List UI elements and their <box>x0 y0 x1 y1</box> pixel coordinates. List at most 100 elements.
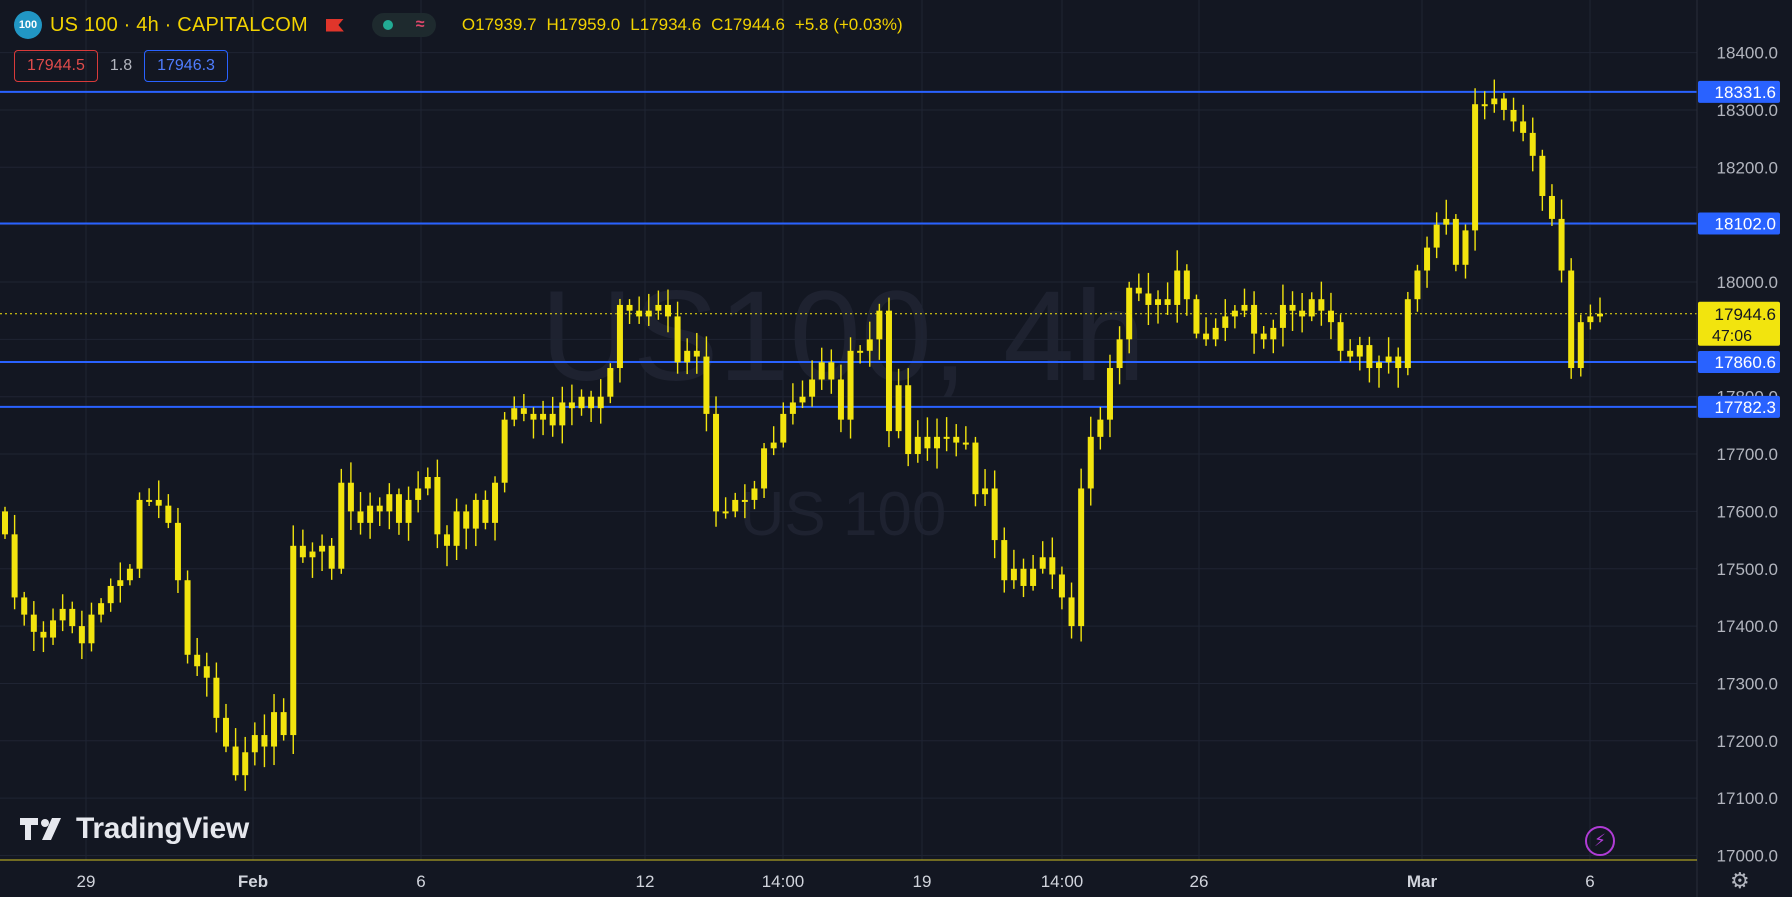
candles <box>2 79 1603 791</box>
candle-body <box>415 488 422 500</box>
level-tag <box>1698 212 1780 235</box>
candle-body <box>809 379 816 397</box>
candle-body <box>1164 299 1171 305</box>
sell-button[interactable]: 17944.5 <box>14 50 98 82</box>
candle-body <box>1539 155 1546 196</box>
candle-body <box>914 436 921 455</box>
candle-body <box>1587 316 1594 323</box>
candle-body <box>1443 218 1450 225</box>
candle-body <box>1481 104 1488 107</box>
candle-body <box>1404 299 1411 369</box>
candle-body <box>395 494 402 523</box>
candle-body <box>482 499 489 523</box>
candle-body <box>1106 368 1113 420</box>
flag-icon[interactable] <box>325 18 344 32</box>
candle-body <box>434 476 441 535</box>
candle-body <box>732 499 739 512</box>
candle-body <box>866 339 873 351</box>
price-tick-label: 17500.0 <box>1717 560 1778 579</box>
candle-body <box>799 396 806 403</box>
ohlc-low: L17934.6 <box>630 15 702 34</box>
candle-body <box>1385 356 1392 363</box>
time-tick-label: 26 <box>1190 872 1209 891</box>
symbol-title[interactable]: US 100 · 4h · CAPITALCOM <box>50 13 308 36</box>
spread-value: 1.8 <box>109 57 133 74</box>
candle-body <box>1116 339 1123 369</box>
candle-body <box>664 304 671 317</box>
candle-body <box>213 677 220 718</box>
candle-body <box>1424 247 1431 271</box>
candle-body <box>789 402 796 414</box>
candle-body <box>1251 304 1258 334</box>
candle-body <box>1366 345 1373 369</box>
candle-body <box>741 499 748 502</box>
candle-body <box>107 585 114 604</box>
current-price-tag <box>1698 301 1780 346</box>
candle-body <box>1049 557 1056 575</box>
candle-body <box>242 752 249 776</box>
candle-body <box>674 316 681 363</box>
candle-body <box>934 436 941 449</box>
candle-body <box>1030 568 1037 586</box>
candle-body <box>1212 327 1219 340</box>
candle-body <box>895 385 902 432</box>
time-axis[interactable]: 29 Feb 6 12 14:00 19 14:00 26 Mar 6 <box>0 859 1697 891</box>
candle-body <box>1289 304 1296 311</box>
candle-body <box>1414 270 1421 300</box>
candle-body <box>146 499 153 502</box>
settings-icon[interactable]: ⚙ <box>1730 868 1750 893</box>
candle-body <box>1568 270 1575 369</box>
candle-body <box>924 436 931 449</box>
candle-body <box>2 511 8 535</box>
candle-body <box>367 505 374 523</box>
candle-body <box>1347 350 1354 357</box>
candle-body <box>1203 333 1210 340</box>
candle-body <box>943 436 950 439</box>
candle-body <box>357 511 364 523</box>
candle-body <box>684 350 691 363</box>
symbol-badge[interactable]: 100 <box>14 11 42 39</box>
candle-body <box>780 413 787 443</box>
lightning-icon[interactable]: ⚡ <box>1585 826 1615 856</box>
price-axis[interactable]: 18400.018300.018200.018100.018000.017900… <box>1696 0 1778 897</box>
level-tag-label: 18102.0 <box>1715 215 1776 234</box>
candle-body <box>1548 195 1555 219</box>
candle-body <box>376 505 383 512</box>
candle-body <box>88 614 95 644</box>
candle-body <box>424 476 431 489</box>
candle-body <box>905 385 912 455</box>
market-open-icon <box>383 20 394 30</box>
candle-body <box>126 568 133 581</box>
candle-body <box>876 310 883 340</box>
candle-body <box>607 368 614 397</box>
candle-body <box>1270 327 1277 340</box>
candle-body <box>290 545 297 736</box>
candle-body <box>597 396 604 409</box>
tradingview-logo[interactable]: TradingView <box>20 812 249 846</box>
candle-body <box>1020 568 1027 586</box>
candle-body <box>1010 568 1017 581</box>
time-tick-label: 19 <box>913 872 932 891</box>
candle-body <box>1520 121 1527 133</box>
market-status-pill[interactable]: ≈ <box>371 13 436 37</box>
time-tick-label: 12 <box>636 872 655 891</box>
candle-body <box>165 505 172 523</box>
candle-body <box>69 608 76 627</box>
candle-body <box>50 620 57 638</box>
candle-body <box>1299 310 1306 317</box>
candle-body <box>117 580 124 586</box>
candle-body <box>626 304 633 311</box>
candle-body <box>982 488 989 495</box>
candle-body <box>751 488 758 500</box>
current-price-label: 17944.6 <box>1715 305 1776 324</box>
candle-body <box>1510 109 1517 122</box>
candle-body <box>1183 270 1190 300</box>
candle-body <box>1577 322 1584 369</box>
buy-button[interactable]: 17946.3 <box>144 50 228 82</box>
ohlc-close: C17944.6 <box>711 15 785 34</box>
price-tick-label: 17700.0 <box>1717 445 1778 464</box>
candle-body <box>568 402 575 409</box>
candle-body <box>655 304 662 311</box>
